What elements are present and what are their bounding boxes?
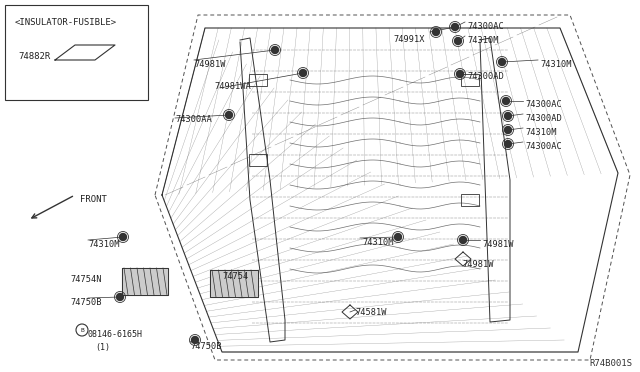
Circle shape xyxy=(225,112,232,119)
Text: 74754: 74754 xyxy=(222,272,248,281)
Circle shape xyxy=(502,97,509,105)
Text: 74750B: 74750B xyxy=(70,298,102,307)
Text: FRONT: FRONT xyxy=(80,196,107,205)
Bar xyxy=(249,74,267,86)
Text: R74B001S: R74B001S xyxy=(589,359,632,368)
Text: 74300AD: 74300AD xyxy=(525,114,562,123)
Text: 74981W: 74981W xyxy=(482,240,513,249)
Text: 74991X: 74991X xyxy=(393,35,424,44)
Circle shape xyxy=(460,237,467,244)
Text: 74882R: 74882R xyxy=(18,52,51,61)
Circle shape xyxy=(499,58,506,65)
Circle shape xyxy=(456,71,463,77)
Polygon shape xyxy=(210,270,258,297)
Circle shape xyxy=(454,38,461,45)
Circle shape xyxy=(394,234,401,241)
Text: 74981WA: 74981WA xyxy=(214,82,251,91)
Polygon shape xyxy=(122,268,168,295)
Text: 74300AC: 74300AC xyxy=(525,142,562,151)
Text: 74310M: 74310M xyxy=(362,238,394,247)
Text: 08146-6165H: 08146-6165H xyxy=(88,330,143,339)
Text: <INSULATOR-FUSIBLE>: <INSULATOR-FUSIBLE> xyxy=(15,18,117,27)
Text: 74981W: 74981W xyxy=(462,260,493,269)
Text: 74310M: 74310M xyxy=(467,36,499,45)
Circle shape xyxy=(504,112,511,119)
Bar xyxy=(249,154,267,166)
Text: 74310M: 74310M xyxy=(88,240,120,249)
Text: 74300AA: 74300AA xyxy=(175,115,212,124)
Circle shape xyxy=(504,126,511,134)
Text: B: B xyxy=(80,327,84,333)
Text: 74310M: 74310M xyxy=(540,60,572,69)
Circle shape xyxy=(504,141,511,148)
Circle shape xyxy=(451,23,458,31)
Bar xyxy=(461,194,479,206)
Text: 74981W: 74981W xyxy=(194,60,225,69)
Circle shape xyxy=(300,70,307,77)
Circle shape xyxy=(271,46,278,54)
Text: 74581W: 74581W xyxy=(355,308,387,317)
Text: 74750B: 74750B xyxy=(190,342,221,351)
Bar xyxy=(5,5,148,100)
Text: (1): (1) xyxy=(95,343,110,352)
Text: 74300AC: 74300AC xyxy=(525,100,562,109)
Circle shape xyxy=(116,294,124,301)
Text: 74754N: 74754N xyxy=(70,275,102,284)
Bar xyxy=(461,74,479,86)
Circle shape xyxy=(191,337,198,343)
Text: 74300AD: 74300AD xyxy=(467,72,504,81)
Text: 74310M: 74310M xyxy=(525,128,557,137)
Circle shape xyxy=(120,234,127,241)
Circle shape xyxy=(433,29,440,35)
Text: 74300AC: 74300AC xyxy=(467,22,504,31)
